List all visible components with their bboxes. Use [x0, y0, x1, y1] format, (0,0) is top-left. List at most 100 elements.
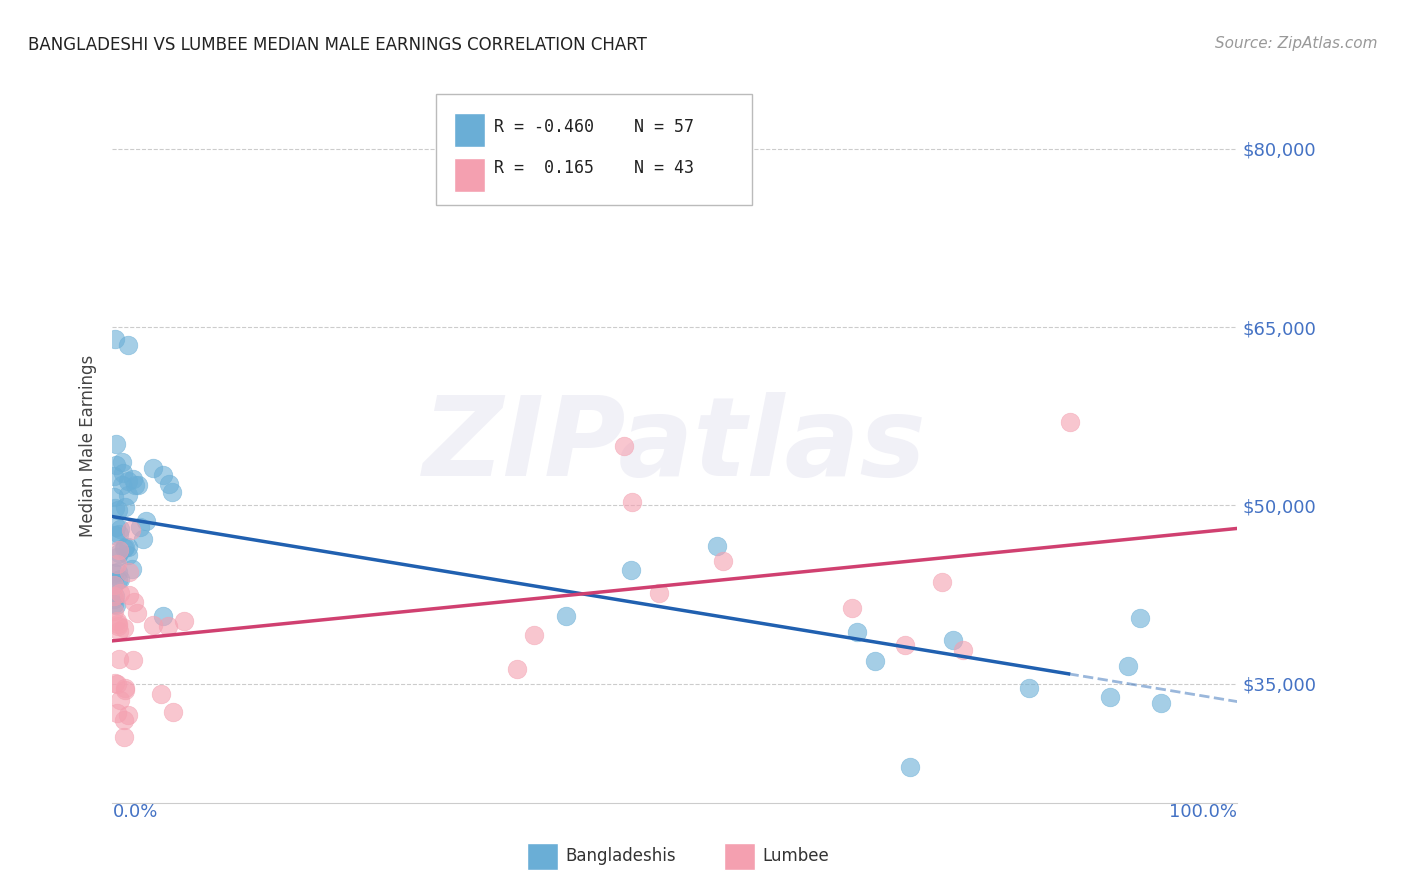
Point	[107, 503, 129, 517]
Point	[112, 621, 135, 635]
Point	[104, 332, 127, 346]
Point	[114, 681, 136, 695]
Point	[114, 541, 136, 555]
Text: R =  0.165    N = 43: R = 0.165 N = 43	[494, 159, 693, 177]
Point	[131, 532, 153, 546]
Point	[1116, 659, 1139, 673]
Point	[127, 478, 149, 492]
Point	[1149, 696, 1171, 710]
Point	[104, 675, 127, 690]
Text: Lumbee: Lumbee	[762, 847, 828, 865]
Point	[114, 500, 136, 515]
Point	[111, 466, 134, 480]
Point	[152, 468, 174, 483]
Point	[706, 539, 728, 553]
Point	[103, 578, 125, 592]
Point	[107, 573, 129, 587]
Point	[135, 515, 157, 529]
Point	[1099, 690, 1122, 705]
Point	[152, 609, 174, 624]
Point	[110, 693, 132, 707]
Point	[107, 617, 129, 632]
Point	[110, 572, 132, 586]
Text: Source: ZipAtlas.com: Source: ZipAtlas.com	[1215, 36, 1378, 51]
Point	[103, 597, 125, 611]
Point	[103, 566, 125, 580]
Point	[107, 526, 129, 541]
Text: BANGLADESHI VS LUMBEE MEDIAN MALE EARNINGS CORRELATION CHART: BANGLADESHI VS LUMBEE MEDIAN MALE EARNIN…	[28, 36, 647, 54]
Text: R = -0.460    N = 57: R = -0.460 N = 57	[494, 118, 693, 136]
Point	[104, 589, 127, 603]
Point	[125, 606, 148, 620]
Point	[103, 592, 125, 607]
Point	[122, 472, 145, 486]
Point	[160, 485, 183, 500]
Point	[120, 523, 142, 537]
Point	[118, 588, 141, 602]
Point	[952, 643, 974, 657]
Point	[121, 561, 143, 575]
Point	[841, 600, 863, 615]
Point	[863, 654, 886, 668]
Point	[620, 562, 643, 576]
Point	[506, 662, 529, 676]
Point	[108, 522, 131, 536]
Point	[103, 490, 125, 504]
Point	[1059, 415, 1081, 429]
Point	[142, 460, 165, 475]
Point	[894, 638, 917, 652]
Point	[523, 627, 546, 641]
Text: ZIPatlas: ZIPatlas	[423, 392, 927, 500]
Point	[108, 652, 131, 666]
Point	[931, 574, 953, 589]
Point	[711, 554, 734, 568]
Point	[1129, 611, 1152, 625]
Point	[105, 550, 128, 565]
Point	[108, 586, 131, 600]
Point	[112, 730, 135, 744]
Point	[124, 595, 146, 609]
Point	[129, 519, 152, 533]
Point	[108, 542, 131, 557]
Point	[107, 546, 129, 560]
Point	[117, 708, 139, 723]
Point	[111, 455, 134, 469]
Point	[846, 625, 869, 640]
Point	[103, 604, 125, 618]
Point	[112, 713, 135, 727]
Point	[122, 653, 145, 667]
Point	[648, 586, 671, 600]
Point	[107, 619, 129, 633]
Point	[105, 706, 128, 720]
Text: 100.0%: 100.0%	[1170, 803, 1237, 821]
Point	[942, 632, 965, 647]
Point	[1018, 681, 1040, 696]
Point	[117, 474, 139, 488]
Point	[114, 683, 136, 698]
Point	[111, 478, 134, 492]
Point	[613, 439, 636, 453]
Point	[104, 520, 127, 534]
Point	[554, 609, 576, 624]
Point	[117, 338, 139, 352]
Point	[104, 528, 127, 542]
Point	[117, 548, 139, 562]
Point	[107, 624, 129, 638]
Point	[103, 577, 125, 591]
Point	[103, 589, 125, 603]
Point	[157, 477, 180, 491]
Point	[104, 598, 127, 612]
Point	[117, 540, 139, 554]
Text: 0.0%: 0.0%	[112, 803, 157, 821]
Point	[156, 619, 179, 633]
Point	[117, 487, 139, 501]
Point	[898, 760, 921, 774]
Point	[124, 478, 146, 492]
Point	[104, 500, 127, 515]
Point	[105, 437, 128, 451]
Point	[103, 468, 125, 483]
Point	[107, 566, 129, 580]
Point	[142, 618, 165, 632]
Point	[104, 458, 127, 472]
Point	[105, 558, 128, 572]
